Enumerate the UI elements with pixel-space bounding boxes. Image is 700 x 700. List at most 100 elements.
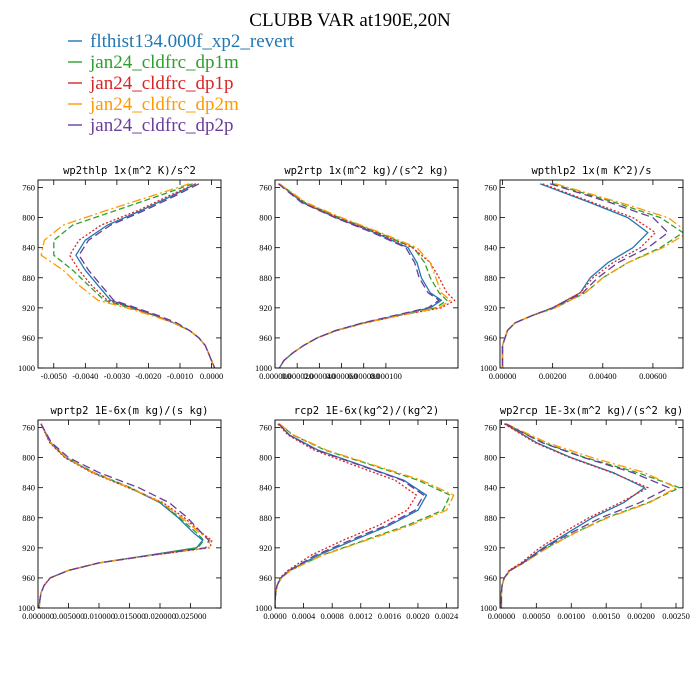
panel-title: wprtp2 1E-6x(m kg)/(s kg) <box>50 405 208 417</box>
x-tick-label: 0.015000 <box>114 611 146 621</box>
y-tick-label: 880 <box>484 273 497 283</box>
panel-1: wp2thlp 1x(m^2 K)/s^2 760 800 840 880 920 960 1… <box>18 165 223 381</box>
y-tick-label: 840 <box>259 243 272 253</box>
panel-title: wpthlp2 1x(m K^2)/s <box>531 165 651 177</box>
series-line-5 <box>277 183 440 368</box>
series-line-2 <box>278 183 448 368</box>
x-tick-label: 0.0008 <box>321 611 344 621</box>
y-tick-label: 880 <box>259 273 272 283</box>
legend: flthist134.000f_xp2_revertjan24_cldfrc_d… <box>68 31 295 136</box>
legend-label: jan24_cldfrc_dp1m <box>89 52 239 73</box>
panel-6: wp2rcp 1E-3x(m^2 kg)/(s^2 kg)760 800 840 88… <box>480 405 690 621</box>
panel-title: rcp2 1E-6x(kg^2)/(kg^2) <box>294 405 439 417</box>
series-line-3 <box>38 423 213 608</box>
series-line-4 <box>278 183 451 368</box>
panel-title: wp2rcp 1E-3x(m^2 kg)/(s^2 kg) <box>500 405 683 417</box>
series-line-4 <box>40 183 216 368</box>
x-tick-label: 0.000020 <box>281 371 313 381</box>
y-tick-label: 760 <box>259 183 272 193</box>
panel-frame <box>37 179 222 369</box>
panel-title: wp2thlp 1x(m^2 K)/s^2 <box>63 165 196 177</box>
y-tick-label: 800 <box>22 453 35 463</box>
series-group <box>501 183 683 368</box>
y-tick-label: 920 <box>22 303 35 313</box>
x-tick-label: 0.0000 <box>200 371 223 381</box>
y-tick-label: 840 <box>22 243 35 253</box>
x-tick-label: 0.010000 <box>83 611 115 621</box>
x-tick-label: 0.0012 <box>349 611 372 621</box>
series-line-1 <box>501 183 649 368</box>
y-tick-label: 920 <box>259 303 272 313</box>
series-line-4 <box>38 423 211 608</box>
x-tick-label: 0.000000 <box>22 611 54 621</box>
x-tick-label: 0.00200 <box>539 371 567 381</box>
y-tick-label: 760 <box>22 183 35 193</box>
panel-frame <box>274 179 459 369</box>
x-tick-label: 0.000060 <box>326 371 358 381</box>
panel-2: wp2rtp 1x(m^2 kg)/(s^2 kg) 760 800 840 880 92… <box>255 165 459 381</box>
x-tick-label: 0.0004 <box>292 611 316 621</box>
series-group <box>277 183 456 368</box>
x-tick-label: 0.020000 <box>144 611 176 621</box>
y-tick-label: 840 <box>484 243 497 253</box>
y-tick-label: 920 <box>22 543 35 553</box>
panel-frame <box>499 419 684 609</box>
y-tick-label: 800 <box>259 453 272 463</box>
x-tick-label: 0.00600 <box>639 371 667 381</box>
x-tick-label: -0.0030 <box>104 371 130 381</box>
panel-grid: wp2thlp 1x(m^2 K)/s^2 760 800 840 880 920 960 1… <box>18 165 690 621</box>
panel-5: rcp2 1E-6x(kg^2)/(kg^2) 760 800 840 880 920 96… <box>255 405 459 621</box>
y-tick-label: 800 <box>484 213 497 223</box>
x-tick-label: 0.00050 <box>523 611 551 621</box>
series-line-2 <box>38 423 205 608</box>
x-tick-label: 0.0016 <box>378 611 401 621</box>
series-line-3 <box>501 183 657 368</box>
x-tick-label: 0.00250 <box>662 611 690 621</box>
y-tick-label: 920 <box>484 303 497 313</box>
y-tick-label: 760 <box>484 183 497 193</box>
y-tick-label: 1000 <box>18 363 35 373</box>
x-tick-label: 0.000100 <box>370 371 402 381</box>
legend-label: flthist134.000f_xp2_revert <box>90 31 295 52</box>
figure-title: CLUBB VAR at190E,20N <box>249 10 451 31</box>
y-tick-label: 840 <box>484 483 497 493</box>
y-tick-label: 840 <box>22 483 35 493</box>
series-line-5 <box>500 423 670 608</box>
x-tick-label: 0.0020 <box>406 611 429 621</box>
y-tick-label: 800 <box>259 213 272 223</box>
y-tick-label: 960 <box>484 333 497 343</box>
x-tick-label: 0.00200 <box>627 611 655 621</box>
y-tick-label: 1000 <box>480 603 497 613</box>
series-line-1 <box>38 423 204 608</box>
y-tick-label: 960 <box>22 333 35 343</box>
panel-title: wp2rtp 1x(m^2 kg)/(s^2 kg) <box>284 165 448 177</box>
legend-label: jan24_cldfrc_dp2m <box>89 94 239 115</box>
x-tick-label: 0.00000 <box>489 371 517 381</box>
y-tick-label: 880 <box>22 273 35 283</box>
y-tick-label: 920 <box>259 543 272 553</box>
x-tick-label: 0.00100 <box>557 611 585 621</box>
series-group <box>275 423 455 608</box>
series-line-1 <box>75 183 216 368</box>
series-line-5 <box>38 423 210 608</box>
series-group <box>38 423 213 608</box>
x-tick-label: 0.0000 <box>263 611 286 621</box>
legend-label: jan24_cldfrc_dp1p <box>89 73 234 94</box>
x-tick-label: -0.0020 <box>135 371 161 381</box>
panel-frame <box>37 419 222 609</box>
x-tick-label: -0.0050 <box>41 371 67 381</box>
y-tick-label: 880 <box>484 513 497 523</box>
y-tick-label: 840 <box>259 483 272 493</box>
series-line-3 <box>275 423 418 608</box>
series-group <box>500 423 681 608</box>
y-tick-label: 760 <box>259 423 272 433</box>
legend-label: jan24_cldfrc_dp2p <box>89 115 234 136</box>
y-tick-label: 1000 <box>18 603 35 613</box>
series-line-4 <box>501 183 683 368</box>
x-tick-label: 0.000080 <box>348 371 380 381</box>
y-tick-label: 760 <box>484 423 497 433</box>
series-line-5 <box>78 183 216 368</box>
series-group <box>40 183 216 368</box>
y-tick-label: 920 <box>484 543 497 553</box>
